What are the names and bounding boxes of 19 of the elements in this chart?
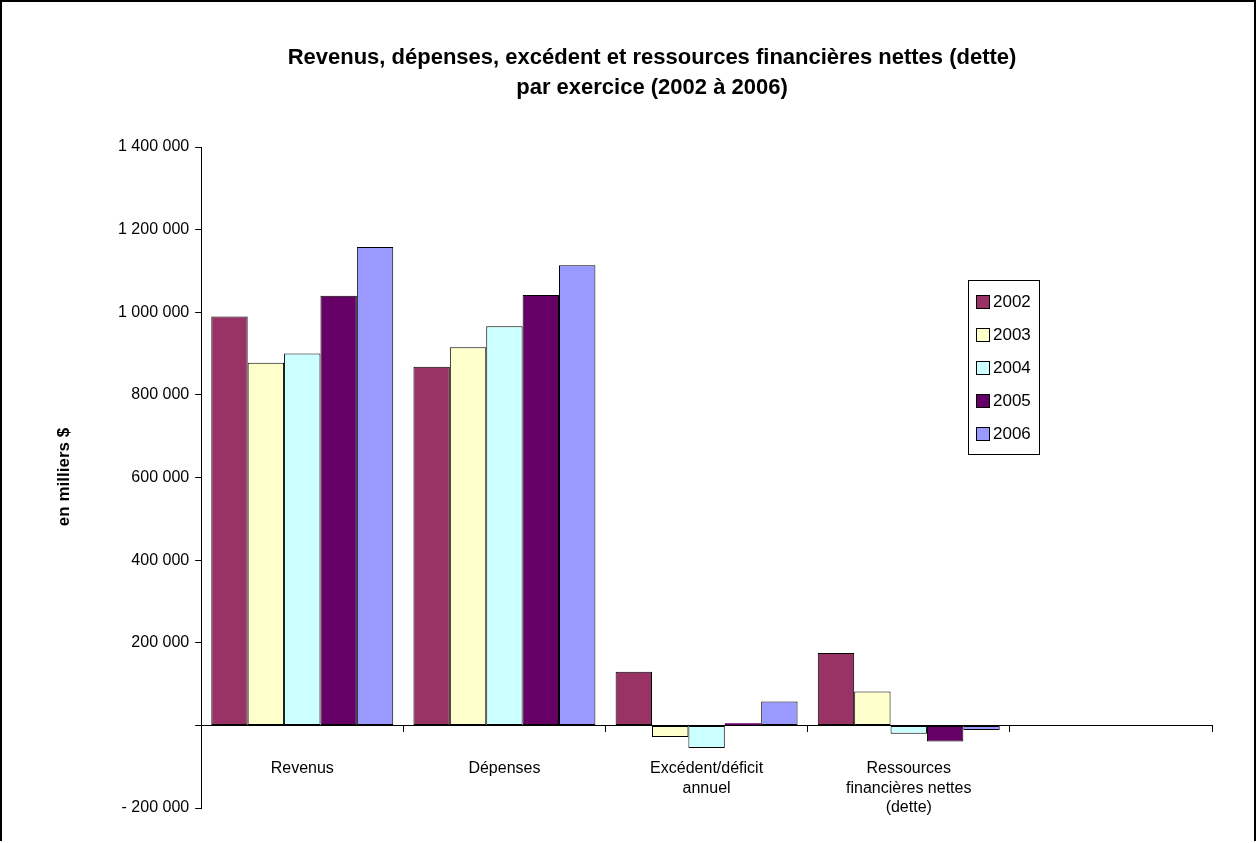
y-tick-label: 800 000 — [131, 385, 190, 403]
y-tick-label: 1 400 000 — [117, 137, 190, 155]
x-tick-label: Ressources financières nettes (dette) — [846, 759, 972, 815]
y-tick-label: - 200 000 — [121, 798, 190, 816]
legend-label: 2006 — [993, 423, 1031, 444]
chart-title: Revenus, dépenses, excédent et ressources financières nettes (dette) par exercice (2002 à 2006) — [286, 43, 1018, 101]
y-tick-label: 1 000 000 — [117, 302, 190, 320]
y-tick-label: 600 000 — [131, 467, 190, 485]
legend-label: 2002 — [993, 291, 1031, 312]
y-tick-label: 200 000 — [131, 633, 190, 651]
y-axis-title: en milliers $ — [54, 427, 74, 527]
x-tick-label: Dépenses — [468, 759, 541, 777]
y-tick-label: 400 000 — [131, 550, 190, 568]
legend-label: 2004 — [993, 357, 1031, 378]
y-tick-label: 1 200 000 — [117, 220, 190, 238]
x-tick-label: Revenus — [270, 759, 334, 777]
x-tick-label: Excédent/déficit annuel — [650, 759, 764, 796]
legend-label: 2003 — [993, 324, 1031, 345]
legend-label: 2005 — [993, 390, 1031, 411]
